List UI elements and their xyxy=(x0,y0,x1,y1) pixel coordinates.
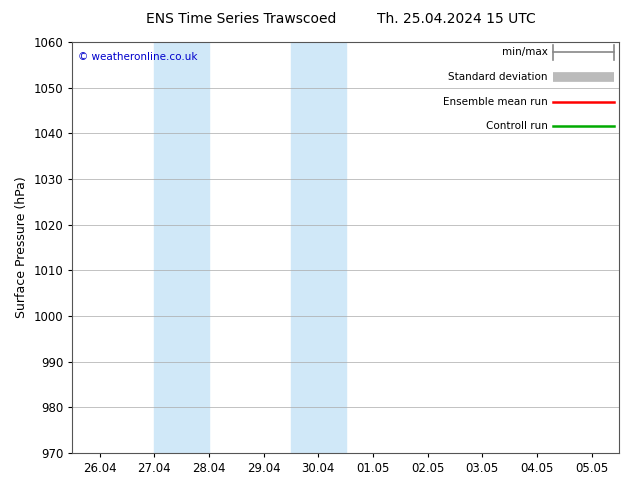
Text: © weatheronline.co.uk: © weatheronline.co.uk xyxy=(78,52,197,62)
Text: Th. 25.04.2024 15 UTC: Th. 25.04.2024 15 UTC xyxy=(377,12,536,26)
Bar xyxy=(154,42,209,453)
Text: Standard deviation: Standard deviation xyxy=(448,72,548,82)
Text: Ensemble mean run: Ensemble mean run xyxy=(443,97,548,107)
Text: Controll run: Controll run xyxy=(486,122,548,131)
Bar xyxy=(291,42,346,453)
Y-axis label: Surface Pressure (hPa): Surface Pressure (hPa) xyxy=(15,176,28,318)
Text: min/max: min/max xyxy=(502,48,548,57)
Text: ENS Time Series Trawscoed: ENS Time Series Trawscoed xyxy=(146,12,336,26)
